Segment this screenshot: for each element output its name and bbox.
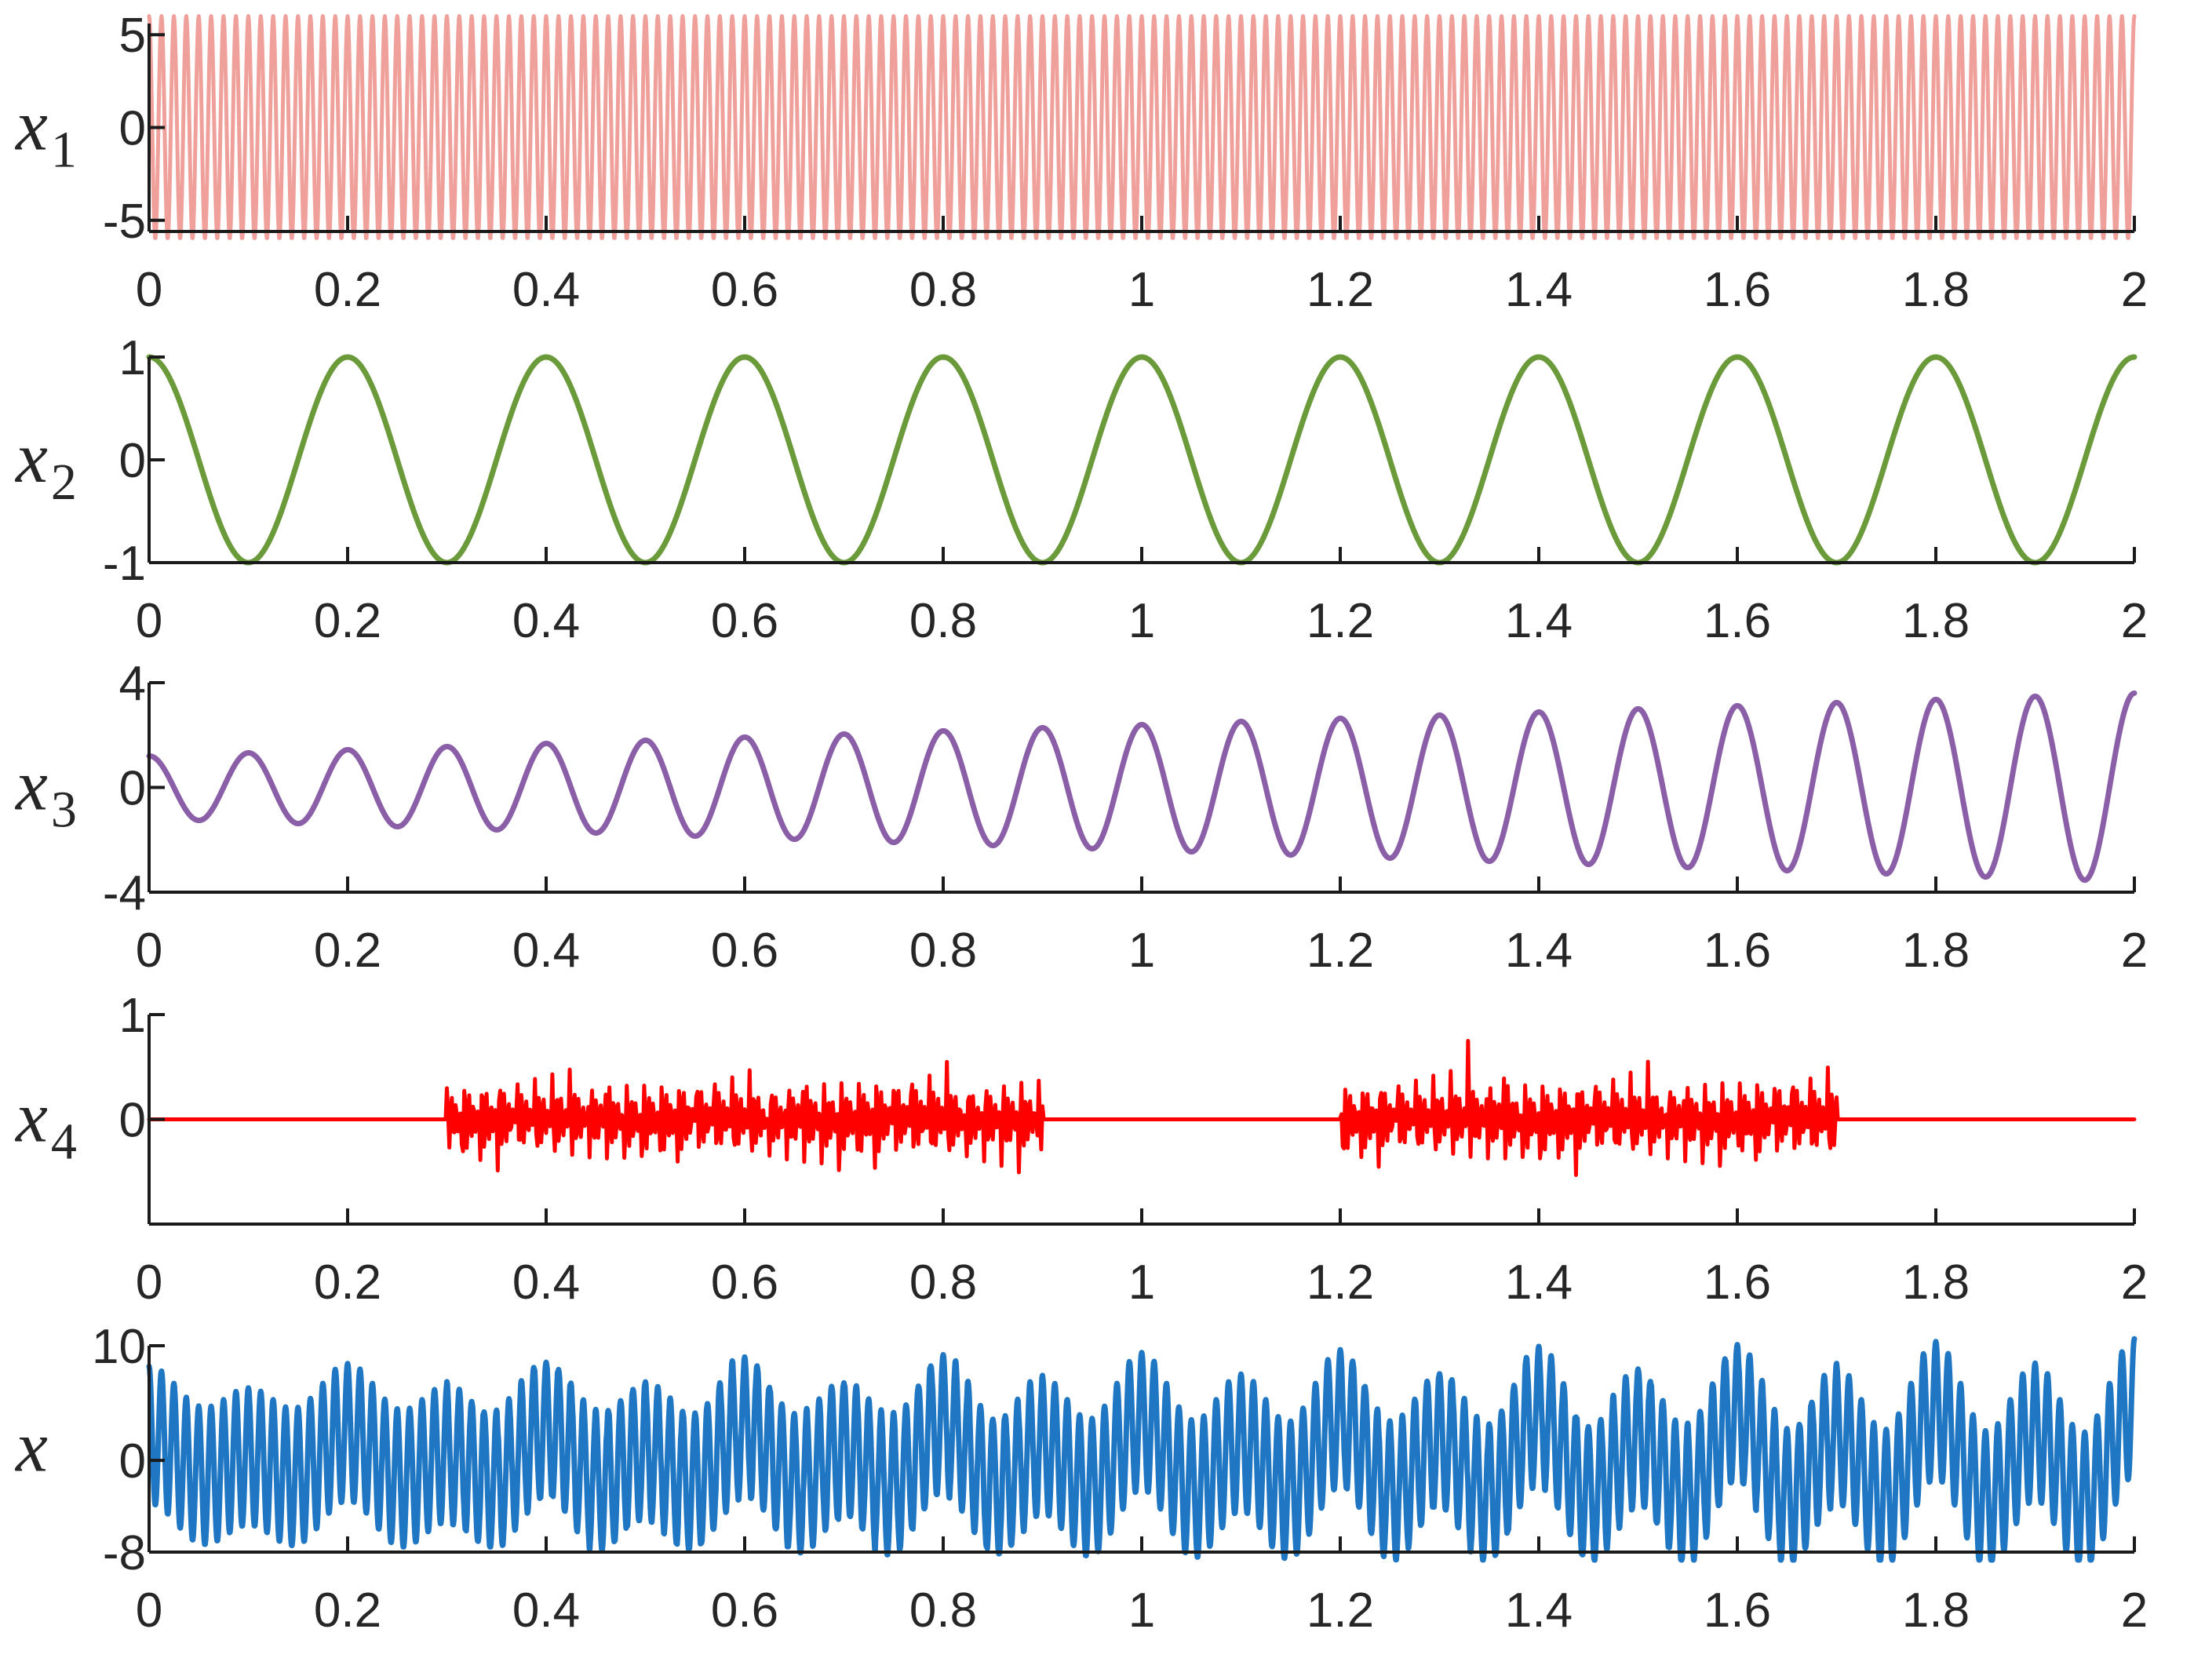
x-tick-label: 1.2 (1307, 924, 1374, 978)
subplot-1: 0 0.2 0.4 0.6 0.8 1 1.2 1.4 1.6 1.8 250-5x1 (14, 9, 2148, 317)
x-tick-label: 0.8 (909, 1583, 977, 1638)
x-tick-label: 1.2 (1307, 263, 1374, 317)
y-tick-label: 1 (119, 331, 146, 385)
x-tick-label: 1.4 (1505, 924, 1573, 978)
x-tick-label: 1.6 (1704, 594, 1771, 648)
x-tick-label: 1.2 (1307, 1583, 1374, 1638)
x-tick-label: 1 (1128, 594, 1155, 648)
x-tick-label: 1.2 (1307, 1255, 1374, 1310)
x-tick-label: 1.4 (1505, 1255, 1573, 1310)
series-line (146, 690, 2138, 884)
x-tick-label: 0 (136, 924, 162, 978)
x-tick-label: 2 (2121, 1583, 2148, 1638)
x-tick-label: 1.6 (1704, 263, 1771, 317)
series-line (146, 354, 2138, 566)
x-tick-label: 0.4 (512, 1583, 580, 1638)
x-tick-label: 0.2 (314, 1255, 381, 1310)
x-tick-label: 2 (2121, 1255, 2148, 1310)
y-axis-label-subscript: 2 (51, 454, 77, 511)
y-tick-label: 0 (119, 102, 146, 156)
y-tick-label: 4 (119, 657, 146, 711)
x-tick-label: 1.4 (1505, 1583, 1573, 1638)
x-tick-label: 0 (136, 594, 162, 648)
y-tick-label: 0 (119, 1094, 146, 1148)
y-axis-label: x4 (14, 1077, 77, 1171)
y-axis-label: x2 (14, 417, 77, 511)
x-tick-label: 0.2 (314, 263, 381, 317)
subplot-2: 0 0.2 0.4 0.6 0.8 1 1.2 1.4 1.6 1.8 210-1x2 (14, 331, 2148, 648)
x-tick-label: 0.4 (512, 594, 580, 648)
x-tick-label: 1 (1128, 924, 1155, 978)
y-tick-label: -5 (103, 195, 146, 249)
y-tick-label: 1 (119, 989, 146, 1043)
y-tick-label: 5 (119, 9, 146, 63)
x-tick-label: 1.2 (1307, 594, 1374, 648)
x-tick-label: 1.6 (1704, 1255, 1771, 1310)
y-axis-label: x1 (14, 86, 77, 179)
series-line (147, 1038, 2137, 1177)
y-tick-label: 0 (119, 762, 146, 816)
y-tick-label: -1 (103, 537, 146, 591)
y-axis-label-subscript: 4 (51, 1113, 77, 1171)
x-tick-label: 0.6 (711, 924, 778, 978)
x-tick-label: 1.4 (1505, 263, 1573, 317)
x-tick-label: 0.6 (711, 1583, 778, 1638)
x-tick-label: 1.6 (1704, 1583, 1771, 1638)
subplot-3: 0 0.2 0.4 0.6 0.8 1 1.2 1.4 1.6 1.8 240-4x3 (14, 657, 2148, 978)
x-tick-label: 1.8 (1902, 1583, 1970, 1638)
x-tick-label: 0.4 (512, 1255, 580, 1310)
x-tick-label: 1.8 (1902, 263, 1970, 317)
y-axis-label-subscript: 1 (51, 122, 77, 179)
x-tick-label: 0.2 (314, 594, 381, 648)
x-tick-label: 0.6 (711, 1255, 778, 1310)
y-tick-label: 0 (119, 434, 146, 488)
x-tick-label: 1 (1128, 263, 1155, 317)
x-tick-label: 0.8 (909, 924, 977, 978)
subplot-4: 0 0.2 0.4 0.6 0.8 1 1.2 1.4 1.6 1.8 2 1 0 x4 (14, 989, 2148, 1310)
x-tick-label: 1.8 (1902, 594, 1970, 648)
y-axis-label-main: x (14, 1407, 48, 1487)
x-tick-label: 0.4 (512, 263, 580, 317)
y-axis-label-main: x (14, 1077, 48, 1157)
x-tick-label: 0.6 (711, 594, 778, 648)
x-tick-label: 1.6 (1704, 924, 1771, 978)
x-tick-label: 2 (2121, 924, 2148, 978)
x-tick-label: 0.8 (909, 1255, 977, 1310)
y-axis-label-main: x (14, 745, 48, 825)
y-tick-label: 0 (119, 1434, 146, 1489)
x-tick-label: 0 (136, 1255, 162, 1310)
x-tick-label: 0.6 (711, 263, 778, 317)
y-axis-label: x3 (14, 745, 77, 839)
series-line (147, 14, 2137, 240)
y-axis-label-main: x (14, 86, 48, 166)
y-axis-label-main: x (14, 417, 48, 497)
x-tick-label: 1 (1128, 1583, 1155, 1638)
y-tick-label: -8 (103, 1526, 146, 1580)
x-tick-label: 0 (136, 263, 162, 317)
x-tick-label: 0.8 (909, 263, 977, 317)
x-tick-label: 0.8 (909, 594, 977, 648)
y-tick-label: -4 (103, 866, 146, 920)
x-tick-label: 0.2 (314, 924, 381, 978)
x-tick-label: 1.4 (1505, 594, 1573, 648)
x-tick-label: 1 (1128, 1255, 1155, 1310)
x-tick-label: 0 (136, 1583, 162, 1638)
x-tick-label: 2 (2121, 263, 2148, 317)
x-tick-label: 1.8 (1902, 1255, 1970, 1310)
y-tick-label: 10 (92, 1320, 146, 1374)
x-tick-label: 0.4 (512, 924, 580, 978)
x-tick-label: 0.2 (314, 1583, 381, 1638)
x-tick-label: 1.8 (1902, 924, 1970, 978)
series-line (146, 1336, 2138, 1563)
y-axis-label: x (14, 1407, 48, 1487)
x-tick-label: 2 (2121, 594, 2148, 648)
y-axis-label-subscript: 3 (51, 782, 77, 839)
